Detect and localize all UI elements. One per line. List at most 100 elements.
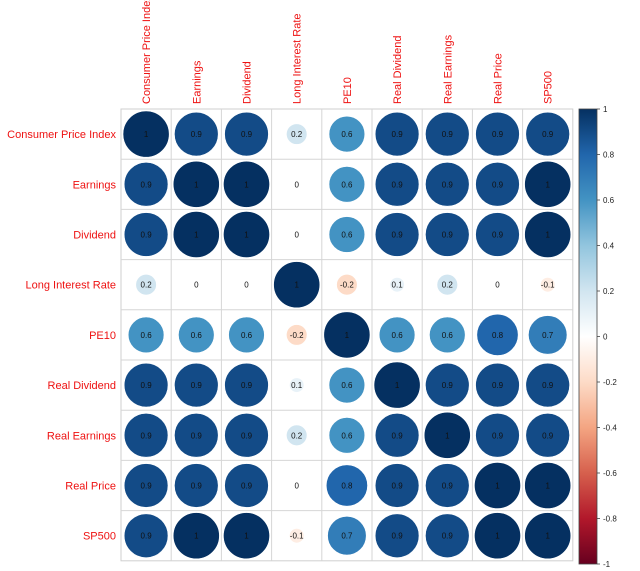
correlation-circle	[474, 512, 521, 560]
cell-value-label: 0.9	[191, 381, 203, 390]
cell-value-label: 1	[194, 231, 199, 240]
cell-value-label: 0.2	[141, 281, 153, 290]
cell-value-label: 0	[294, 231, 299, 240]
cell-value-label: 0	[294, 180, 299, 189]
cell-value-label: 1	[345, 331, 350, 340]
correlation-circle	[389, 277, 405, 293]
correlation-cell: 0.9	[374, 413, 420, 458]
correlation-cell: 0.1	[289, 377, 305, 393]
correlation-circle	[423, 411, 471, 459]
cell-value-label: 1	[395, 381, 400, 390]
correlation-circle	[123, 513, 169, 558]
cell-value-label: 0.9	[442, 482, 454, 491]
cell-value-label: 0.9	[392, 231, 404, 240]
correlation-cell: 1	[172, 160, 220, 208]
correlation-cell: 0	[194, 281, 199, 290]
correlation-cell: 0.9	[123, 162, 169, 207]
cell-value-label: 0.9	[141, 532, 153, 541]
cell-value-label: 0.6	[191, 331, 203, 340]
cell-value-label: 0.8	[341, 482, 353, 491]
correlation-circle	[525, 413, 570, 458]
correlation-cell: 0.9	[425, 111, 470, 157]
correlation-circle	[174, 362, 219, 408]
column-label: PE10	[342, 77, 354, 104]
correlation-cell: 0.6	[429, 316, 466, 354]
correlation-circle	[429, 316, 466, 354]
correlation-circle	[172, 512, 220, 560]
correlation-cell: 0.6	[328, 216, 366, 253]
correlation-circle	[524, 512, 572, 560]
correlation-circle	[374, 212, 420, 257]
column-label: Long Interest Rate	[292, 13, 304, 104]
correlation-cell: 0	[294, 482, 299, 491]
cell-value-label: 1	[244, 532, 249, 541]
row-label: PE10	[89, 330, 116, 342]
correlation-circle	[122, 110, 170, 158]
cell-value-label: 0.6	[341, 381, 353, 390]
correlation-circle	[172, 211, 220, 258]
cell-value-label: 0.6	[341, 180, 353, 189]
cell-value-label: 0.2	[291, 130, 303, 139]
correlation-cell: 0.9	[525, 111, 570, 157]
correlation-circle	[525, 362, 570, 408]
cell-value-label: 0	[194, 281, 199, 290]
correlation-cell: 0.9	[374, 463, 420, 508]
correlation-circle	[425, 463, 470, 508]
cell-value-label: 0.6	[442, 331, 454, 340]
row-label: SP500	[83, 531, 116, 543]
correlation-cell: 0.6	[228, 316, 265, 354]
correlation-cell: 0.9	[374, 513, 420, 558]
cell-value-label: 0.6	[141, 331, 153, 340]
correlation-cell: 0	[244, 281, 249, 290]
row-label: Dividend	[73, 230, 116, 242]
cell-value-label: 0.9	[492, 130, 504, 139]
cell-value-label: 0.9	[442, 532, 454, 541]
correlation-circle	[540, 277, 556, 293]
correlation-circle	[223, 211, 270, 258]
correlation-cell: 1	[223, 160, 270, 208]
correlation-cell: 0.9	[174, 111, 219, 157]
cell-value-label: 1	[144, 130, 149, 139]
colorbar-tick-label: 0.8	[603, 151, 615, 160]
cell-value-label: 0.9	[442, 231, 454, 240]
correlation-circle	[223, 160, 270, 208]
colorbar-tick-label: 0	[603, 333, 608, 342]
cell-value-label: 0.6	[241, 331, 253, 340]
cell-value-label: 0.9	[542, 381, 554, 390]
cell-value-label: 0.9	[141, 431, 153, 440]
correlation-cell: 0.8	[476, 313, 519, 356]
correlation-cell: 0.9	[174, 463, 219, 508]
column-label: Real Dividend	[392, 36, 404, 104]
color-legend: 1 0.8 0.6 0.4 0.2 0 -0.2 -0.4 -0.6 -0.8 -1	[578, 105, 617, 569]
correlation-circle	[286, 123, 308, 145]
cell-value-label: -0.1	[541, 281, 555, 290]
correlation-cell: -0.1	[540, 277, 556, 293]
column-label: Dividend	[242, 61, 254, 104]
correlation-circle	[174, 463, 219, 508]
cell-value-label: 0.9	[141, 381, 153, 390]
correlation-cell: 1	[122, 110, 170, 158]
cell-value-label: 1	[244, 180, 249, 189]
correlation-cell: 0.9	[374, 212, 420, 257]
cell-value-label: 1	[495, 532, 500, 541]
cell-value-label: 0.9	[492, 231, 504, 240]
correlation-circle	[524, 160, 572, 208]
correlation-cell: 0.9	[374, 111, 420, 157]
correlation-cell: 0.2	[286, 424, 308, 446]
cell-value-label: 1	[545, 482, 550, 491]
cell-value-label: 0.9	[392, 482, 404, 491]
column-label: Real Price	[493, 53, 505, 104]
cell-value-label: 0	[244, 281, 249, 290]
correlation-circle	[123, 212, 169, 257]
correlation-cell: 0.9	[475, 362, 520, 408]
correlation-cell: 1	[524, 512, 572, 560]
correlation-cell: 0.8	[325, 464, 368, 507]
correlation-circle	[327, 516, 367, 556]
cell-value-label: -0.2	[290, 331, 304, 340]
row-label: Real Earnings	[47, 430, 117, 442]
colorbar-tick-label: 0.4	[603, 242, 615, 251]
colorbar-tick-label: -0.8	[603, 515, 617, 524]
cell-value-label: 1	[445, 431, 450, 440]
correlation-circle	[524, 462, 572, 509]
correlation-circle	[373, 361, 421, 409]
